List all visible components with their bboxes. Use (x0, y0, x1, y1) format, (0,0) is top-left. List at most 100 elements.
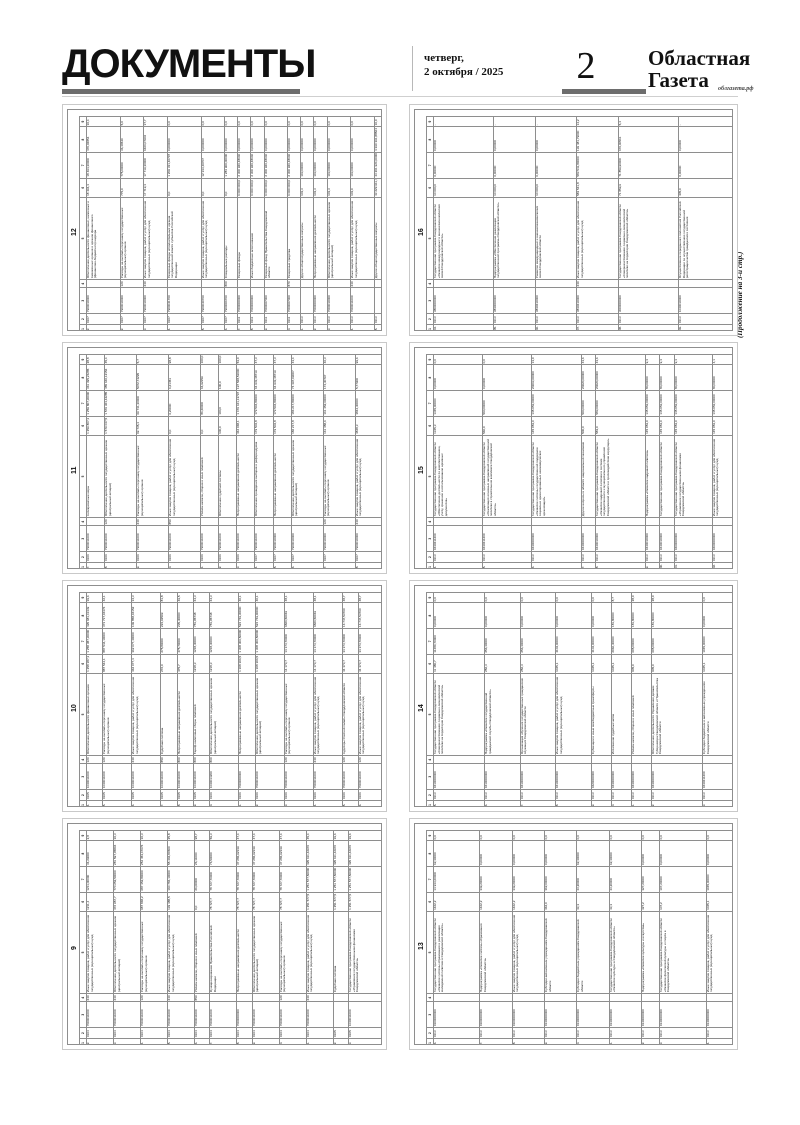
cell-plan-year: 3848,3 (355, 416, 381, 436)
cell-section-code: 0105 (193, 789, 210, 801)
cell-description: Государственная программа Свердловской о… (531, 435, 582, 518)
cell-description: Обеспечение деятельности финансовых орга… (86, 673, 103, 756)
cell-target-code: 1040011000 (193, 763, 210, 790)
cell-plan-period: 1 258 387,30000 (86, 628, 103, 655)
cell-target-code: 7000011000 (252, 1001, 280, 1028)
cell-expense-type (167, 279, 201, 288)
cell-plan-year: 1045,1 (591, 654, 612, 674)
cell-expense-type: 800 (209, 755, 239, 764)
cell-section-code: 0113 (678, 313, 732, 325)
cell-plan-period: 362 077,40000 (131, 628, 161, 655)
cell-row-number: 22. (86, 1038, 114, 1044)
cell-plan-period: 4104,00000 (555, 628, 592, 655)
cell-target-code: 7900011000 (200, 525, 219, 552)
cell-executed: 455 640,12156 (104, 364, 137, 391)
cell-row-number: 48. (104, 562, 137, 568)
cell-row-number: 107. (576, 324, 619, 330)
cell-plan-period: 583 541,80000 (576, 152, 619, 179)
cell-percent: 37,7 (143, 116, 168, 127)
cell-executed: 76,50000 (209, 840, 237, 867)
cell-description: Иные закупки товаров, работ и услуг для … (167, 911, 195, 994)
cell-executed: 6,21451 (168, 364, 201, 391)
column-header-7: 7 (426, 628, 434, 655)
cell-percent: 0,0 (520, 592, 556, 603)
cell-expense-type: 870 (287, 279, 301, 288)
cell-plan-period: 145 053,00000 (674, 390, 713, 417)
cell-plan-year: 145 053,0 (674, 416, 713, 436)
brand-logo: Областная Газета (648, 47, 750, 91)
cell-row-number: 47. (86, 562, 105, 568)
cell-plan-year: 1 251 577,5 (333, 892, 349, 912)
cell-section-code: 0106 (168, 551, 201, 563)
cell-percent: 0,0 (433, 592, 485, 603)
cell-section-code: 0113 (651, 789, 703, 801)
cell-plan-year: 145 053,0 (659, 416, 675, 436)
cell-row-number: 42. (255, 800, 285, 806)
cell-plan-period: 179 504,80000 (254, 390, 274, 417)
cell-section-code: 0113 (482, 551, 532, 563)
cell-expense-type: 240 (86, 993, 114, 1002)
cell-section-code: 0113 (433, 313, 494, 325)
cell-row-number: 99. (645, 562, 660, 568)
cell-executed: 495 611,42976 (348, 840, 381, 867)
cell-percent: 10,0 (374, 116, 381, 127)
cell-row-number: 52. (218, 562, 237, 568)
cell-target-code: 7000010000 (327, 287, 351, 314)
rotated-table-wrapper: 12345678985.01130410000000Государственна… (426, 592, 732, 806)
cell-executed: 0,000000 (287, 126, 301, 153)
cell-row-number: 69. (264, 324, 288, 330)
cell-description: Судебная система (333, 911, 349, 994)
cell-plan-period: 1 251 577,50000 (333, 866, 349, 893)
cell-expense-type: 120 (140, 993, 168, 1002)
cell-row-number: 67. (237, 324, 251, 330)
cell-executed: 4 390 391,88564 (374, 126, 381, 153)
cell-plan-period: 14 173,70000 (284, 628, 314, 655)
cell-executed: 37 286,92339 (279, 840, 307, 867)
cell-executed: 0,000000 (250, 126, 265, 153)
cell-plan-year: 1 259 807,3 (86, 416, 105, 436)
cell-description: Резервные средства (287, 197, 301, 280)
cell-target-code: 0130000000 (609, 1001, 642, 1028)
cell-expense-type (659, 517, 675, 526)
cell-executed: 174,30797 (323, 364, 356, 391)
cell-target-code: 0440010000 (645, 525, 660, 552)
cell-executed: 26,11000 (194, 840, 210, 867)
cell-expense-type: 120 (342, 755, 359, 764)
cell-plan-year: 1 251 577,5 (306, 892, 334, 912)
cell-plan-period: 43,20000 (576, 866, 610, 893)
cell-percent: 43,6 (581, 354, 596, 365)
cell-plan-period: 3844,30000 (355, 390, 381, 417)
cell-plan-period: 1045,00000 (702, 628, 732, 655)
cell-plan-period: 179 504,80000 (273, 390, 292, 417)
cell-section-code: 0106 (342, 789, 359, 801)
cell-description: Непрограммные направления деятельности (238, 673, 256, 756)
cell-section-code: 0113 (433, 789, 485, 801)
cell-executed: 181,80000 (611, 602, 632, 629)
cell-section-code: 0113 (350, 313, 375, 325)
cell-section-code: 0107 (224, 313, 238, 325)
cell-description: Уплата налогов, сборов и иных платежей (200, 435, 219, 518)
cell-row-number: 35. (102, 800, 132, 806)
cell-row-number: 91. (631, 800, 652, 806)
cell-percent: 0,0 (591, 592, 612, 603)
cell-percent: 14,2 (576, 116, 619, 127)
cell-row-number: 89. (591, 800, 612, 806)
table-block-number: 10 (71, 704, 78, 712)
rotated-table-wrapper: 12345678947.01067900011000Антикризисные … (79, 354, 381, 568)
cell-target-code: 7000011000 (306, 1001, 334, 1028)
cell-executed: 64 933,48719 (254, 364, 274, 391)
cell-plan-period: 145 053,00000 (659, 390, 675, 417)
cell-plan-year: 145 053,0 (645, 416, 660, 436)
cell-percent: - (433, 116, 494, 127)
